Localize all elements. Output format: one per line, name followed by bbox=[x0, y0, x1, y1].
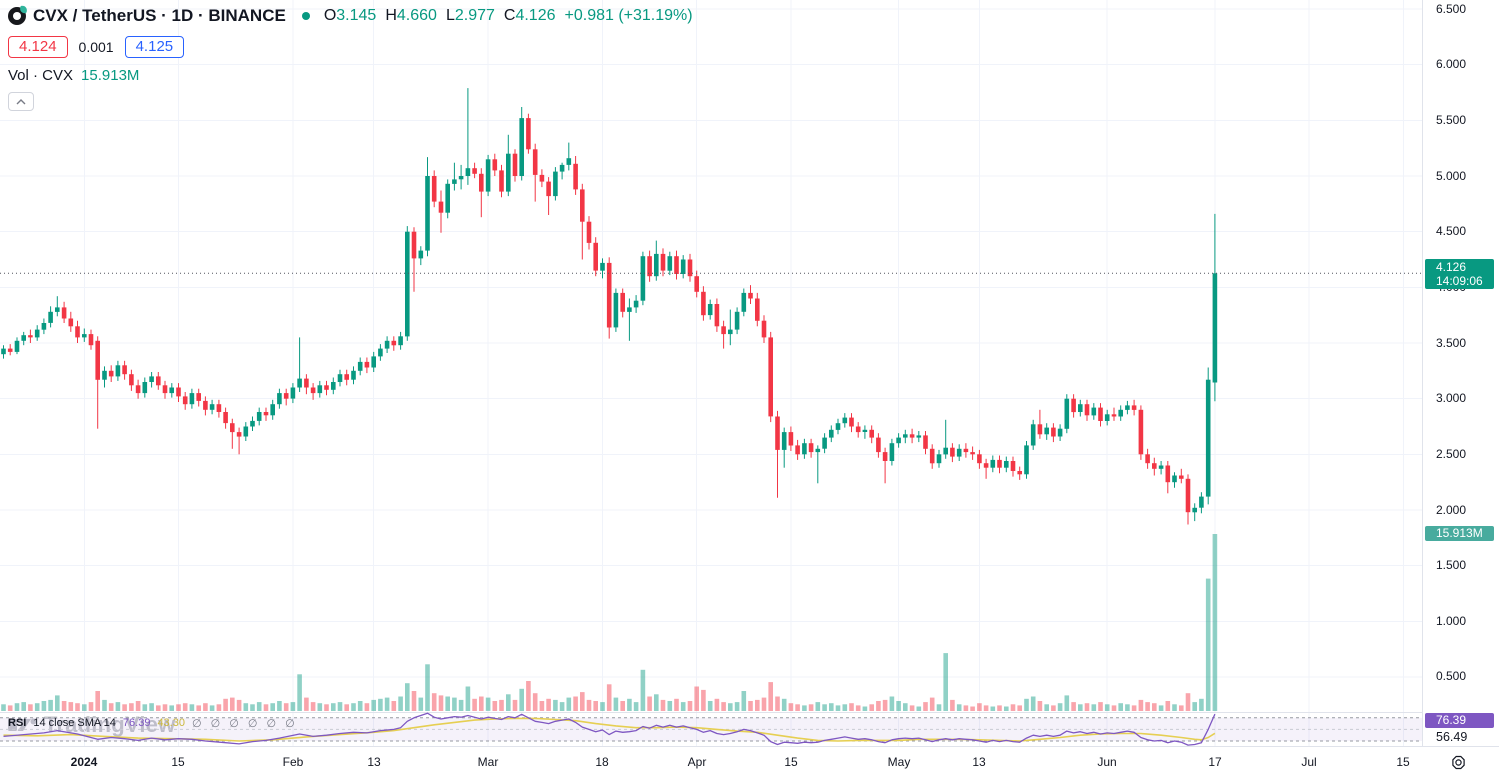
time-tick: May bbox=[887, 755, 911, 769]
price-tick: 4.500 bbox=[1436, 224, 1467, 238]
time-tick: 2024 bbox=[70, 755, 98, 769]
chart-legend: CVX / TetherUS · 1D · BINANCE O3.145 H4.… bbox=[8, 5, 693, 111]
market-open-dot-icon[interactable] bbox=[301, 12, 310, 20]
time-tick: Feb bbox=[282, 755, 304, 769]
candlestick-chart-canvas[interactable] bbox=[0, 0, 1422, 746]
open-value: 3.145 bbox=[336, 7, 377, 24]
rsi-axis-badge: 76.39 bbox=[1425, 713, 1494, 728]
time-tick: 13 bbox=[367, 755, 381, 769]
time-tick: 15 bbox=[1396, 755, 1410, 769]
time-tick: Apr bbox=[687, 755, 707, 769]
price-tick: 3.000 bbox=[1436, 391, 1467, 405]
time-tick: 15 bbox=[171, 755, 185, 769]
symbol-title[interactable]: CVX / TetherUS · 1D · BINANCE bbox=[33, 6, 286, 25]
price-tick: 3.500 bbox=[1436, 336, 1467, 350]
rsi-axis-tick: 56.49 bbox=[1436, 730, 1468, 744]
volume-indicator-label[interactable]: Vol · CVX bbox=[8, 66, 74, 84]
rsi-indicator-legend[interactable]: RSI 14 close SMA 14 76.39 43.30 ∅ ∅ ∅ ∅ … bbox=[8, 716, 298, 730]
buy-price-button[interactable]: 4.125 bbox=[124, 36, 185, 58]
axis-settings-gear-icon[interactable] bbox=[1448, 752, 1468, 772]
rsi-ma-value: 43.30 bbox=[157, 717, 185, 729]
volume-indicator-value: 15.913M bbox=[81, 66, 140, 84]
close-value: 4.126 bbox=[515, 7, 556, 24]
low-label: L bbox=[445, 7, 455, 24]
rsi-params: 14 close SMA 14 bbox=[33, 717, 116, 729]
cvx-symbol-logo-icon bbox=[8, 5, 28, 25]
bar-countdown: 14:09:06 bbox=[1436, 274, 1483, 288]
price-tick: 6.000 bbox=[1436, 57, 1467, 71]
current-price-badge: 4.126 14:09:06 bbox=[1425, 259, 1494, 289]
chevron-up-icon bbox=[16, 98, 26, 104]
ohlc-values: O3.145 H4.660 L2.977 C4.126 +0.981 (+31.… bbox=[324, 7, 693, 25]
change-value: +0.981 (+31.19%) bbox=[564, 7, 693, 24]
price-tick: 2.000 bbox=[1436, 503, 1467, 517]
time-tick: 17 bbox=[1208, 755, 1222, 769]
price-tick: 5.500 bbox=[1436, 113, 1467, 127]
price-tick: 1.000 bbox=[1436, 614, 1467, 628]
tradingview-watermark: TradingView bbox=[8, 712, 175, 738]
price-tick: 6.500 bbox=[1436, 2, 1467, 16]
time-tick: Mar bbox=[477, 755, 499, 769]
price-tick: 1.500 bbox=[1436, 558, 1467, 572]
time-tick: 15 bbox=[784, 755, 798, 769]
volume-axis-badge: 15.913M bbox=[1425, 526, 1494, 541]
high-label: H bbox=[385, 7, 397, 24]
time-tick: Jul bbox=[1301, 755, 1317, 769]
time-tick: Jun bbox=[1097, 755, 1117, 769]
low-value: 2.977 bbox=[454, 7, 495, 24]
time-axis[interactable]: 2024 15 Feb 13 Mar 18 Apr 15 May 13 Jun 17 Jul 15 bbox=[0, 746, 1499, 776]
price-tick: 5.000 bbox=[1436, 169, 1467, 183]
rsi-value: 76.39 bbox=[122, 717, 151, 729]
watermark-text: TradingView bbox=[44, 712, 175, 738]
price-tick: 2.500 bbox=[1436, 447, 1467, 461]
rsi-title[interactable]: RSI bbox=[8, 717, 27, 729]
close-label: C bbox=[503, 7, 516, 24]
time-tick: 13 bbox=[972, 755, 986, 769]
high-value: 4.660 bbox=[396, 7, 437, 24]
time-tick: 18 bbox=[595, 755, 609, 769]
spread-value: 0.001 bbox=[78, 39, 114, 55]
tradingview-logo-icon bbox=[8, 718, 37, 731]
sell-price-button[interactable]: 4.124 bbox=[8, 36, 68, 58]
open-label: O bbox=[323, 7, 337, 24]
current-price-value: 4.126 bbox=[1436, 260, 1467, 274]
price-tick: 0.500 bbox=[1436, 669, 1467, 683]
price-axis[interactable]: 0.5001.0001.5002.0002.5003.0003.5004.000… bbox=[1422, 0, 1499, 758]
collapse-legend-button[interactable] bbox=[8, 92, 34, 111]
rsi-empty-values: ∅ ∅ ∅ ∅ ∅ ∅ bbox=[191, 717, 298, 730]
